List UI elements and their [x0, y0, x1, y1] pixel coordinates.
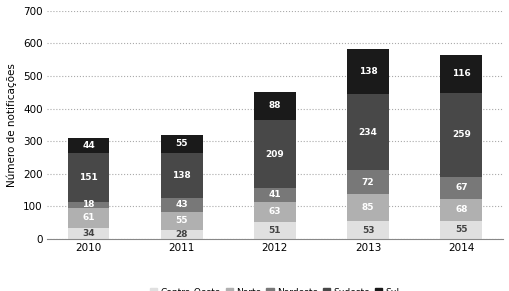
Text: 61: 61 [82, 213, 95, 222]
Text: 72: 72 [361, 178, 374, 187]
Bar [439, 55, 482, 93]
Bar [67, 208, 109, 228]
Bar [253, 202, 295, 222]
Text: 53: 53 [361, 226, 374, 235]
Bar [67, 139, 109, 153]
Bar [347, 49, 388, 94]
Bar [160, 135, 202, 153]
Text: 44: 44 [82, 141, 95, 150]
Text: 51: 51 [268, 226, 280, 235]
Text: 34: 34 [82, 229, 95, 237]
Text: 18: 18 [82, 200, 95, 209]
Text: 43: 43 [175, 200, 188, 209]
Bar [253, 188, 295, 202]
Text: 116: 116 [451, 69, 470, 78]
Bar [347, 170, 388, 194]
Text: 138: 138 [358, 67, 377, 76]
Bar [160, 153, 202, 198]
Text: 63: 63 [268, 207, 280, 216]
Text: 234: 234 [358, 128, 377, 137]
Text: 151: 151 [79, 173, 98, 182]
Bar [67, 153, 109, 202]
Bar [439, 221, 482, 239]
Text: 28: 28 [175, 230, 188, 239]
Text: 85: 85 [361, 203, 374, 212]
Bar [347, 94, 388, 170]
Text: 55: 55 [454, 225, 467, 234]
Text: 55: 55 [175, 139, 188, 148]
Bar [347, 221, 388, 239]
Bar [160, 198, 202, 212]
Bar [439, 177, 482, 199]
Legend: Centro-Oeste, Norte, Nordeste, Sudeste, Sul: Centro-Oeste, Norte, Nordeste, Sudeste, … [146, 284, 403, 291]
Bar [160, 230, 202, 239]
Text: 55: 55 [175, 216, 188, 225]
Bar [439, 93, 482, 177]
Bar [347, 194, 388, 221]
Text: 68: 68 [454, 205, 467, 214]
Bar [253, 92, 295, 120]
Bar [253, 222, 295, 239]
Text: 138: 138 [172, 171, 191, 180]
Bar [160, 212, 202, 230]
Bar [67, 202, 109, 208]
Text: 67: 67 [454, 183, 467, 192]
Bar [67, 228, 109, 239]
Text: 209: 209 [265, 150, 284, 159]
Text: 41: 41 [268, 190, 280, 199]
Y-axis label: Número de notificações: Número de notificações [7, 63, 17, 187]
Bar [439, 199, 482, 221]
Bar [253, 120, 295, 188]
Text: 88: 88 [268, 102, 280, 110]
Text: 259: 259 [451, 130, 470, 139]
